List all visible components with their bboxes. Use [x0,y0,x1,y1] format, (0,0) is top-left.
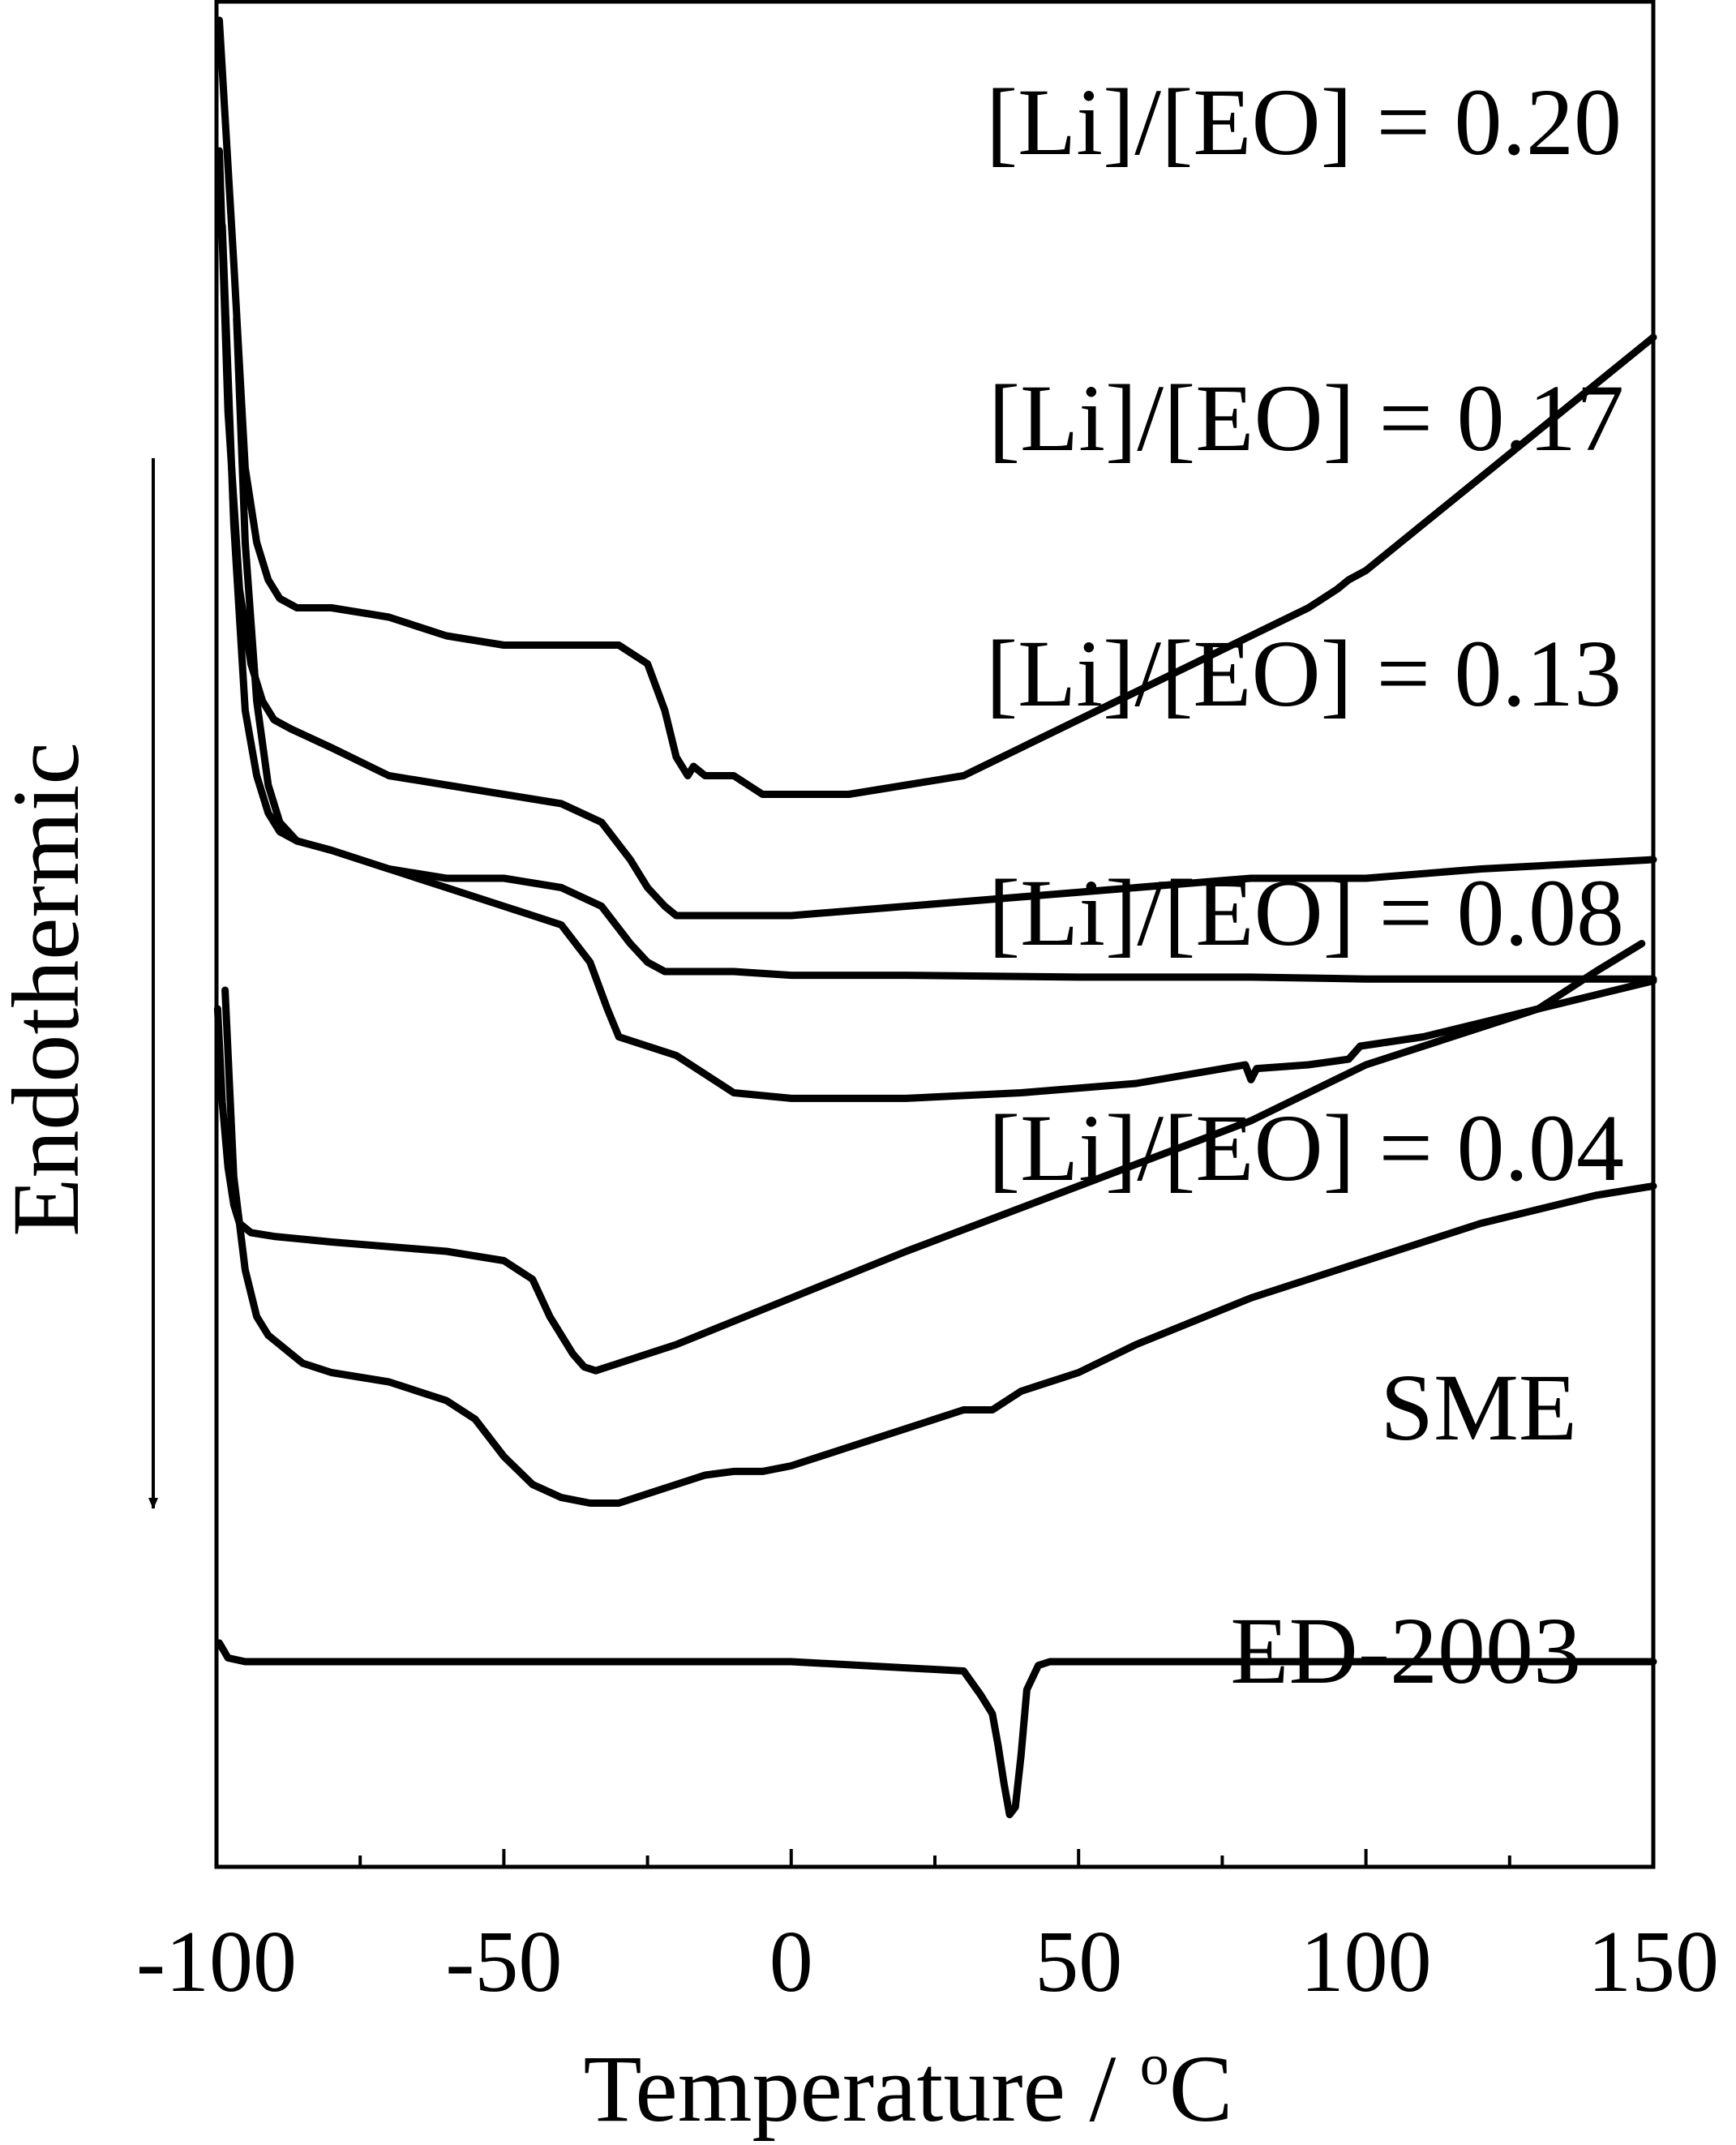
series-label-sme: SME [1380,1354,1577,1461]
series-line-sme [221,986,1657,1507]
x-tick-label: 100 [1301,1914,1432,2010]
ticks-layer [215,1849,1655,1867]
curves-layer [213,16,1657,1819]
series-label-li-eo-0-20: [Li]/[EO] = 0.20 [986,69,1622,175]
x-tick-label: 150 [1588,1914,1719,2010]
series-labels-layer: [Li]/[EO] = 0.20 [Li]/[EO] = 0.17 [Li]/[EO… [986,69,1624,1704]
series-line-li-eo-0-13 [218,221,1657,983]
x-tick-label: -100 [136,1914,297,2010]
x-tick-label: -50 [445,1914,562,2010]
x-tick-label: 50 [1035,1914,1122,2010]
series-label-li-eo-0-17: [Li]/[EO] = 0.17 [988,365,1624,471]
series-label-li-eo-0-04: [Li]/[EO] = 0.04 [988,1095,1624,1201]
tick-labels-layer: -100 -50 0 50 100 150 [136,1914,1719,2010]
y-axis-title: Endothermic [0,742,99,1236]
x-tick-label: 0 [769,1914,813,2010]
series-label-ed-2003: ED-2003 [1230,1598,1581,1704]
series-label-li-eo-0-13: [Li]/[EO] = 0.13 [986,620,1622,727]
series-label-li-eo-0-08: [Li]/[EO] = 0.08 [988,860,1624,966]
series-line-li-eo-0-17 [216,147,1657,920]
series-line-ed-2003 [216,1639,1657,1819]
x-axis-title: Temperature / oC [584,2032,1233,2142]
series-line-li-eo-0-08 [233,315,1657,1102]
series-line-li-eo-0-20 [216,16,1657,798]
